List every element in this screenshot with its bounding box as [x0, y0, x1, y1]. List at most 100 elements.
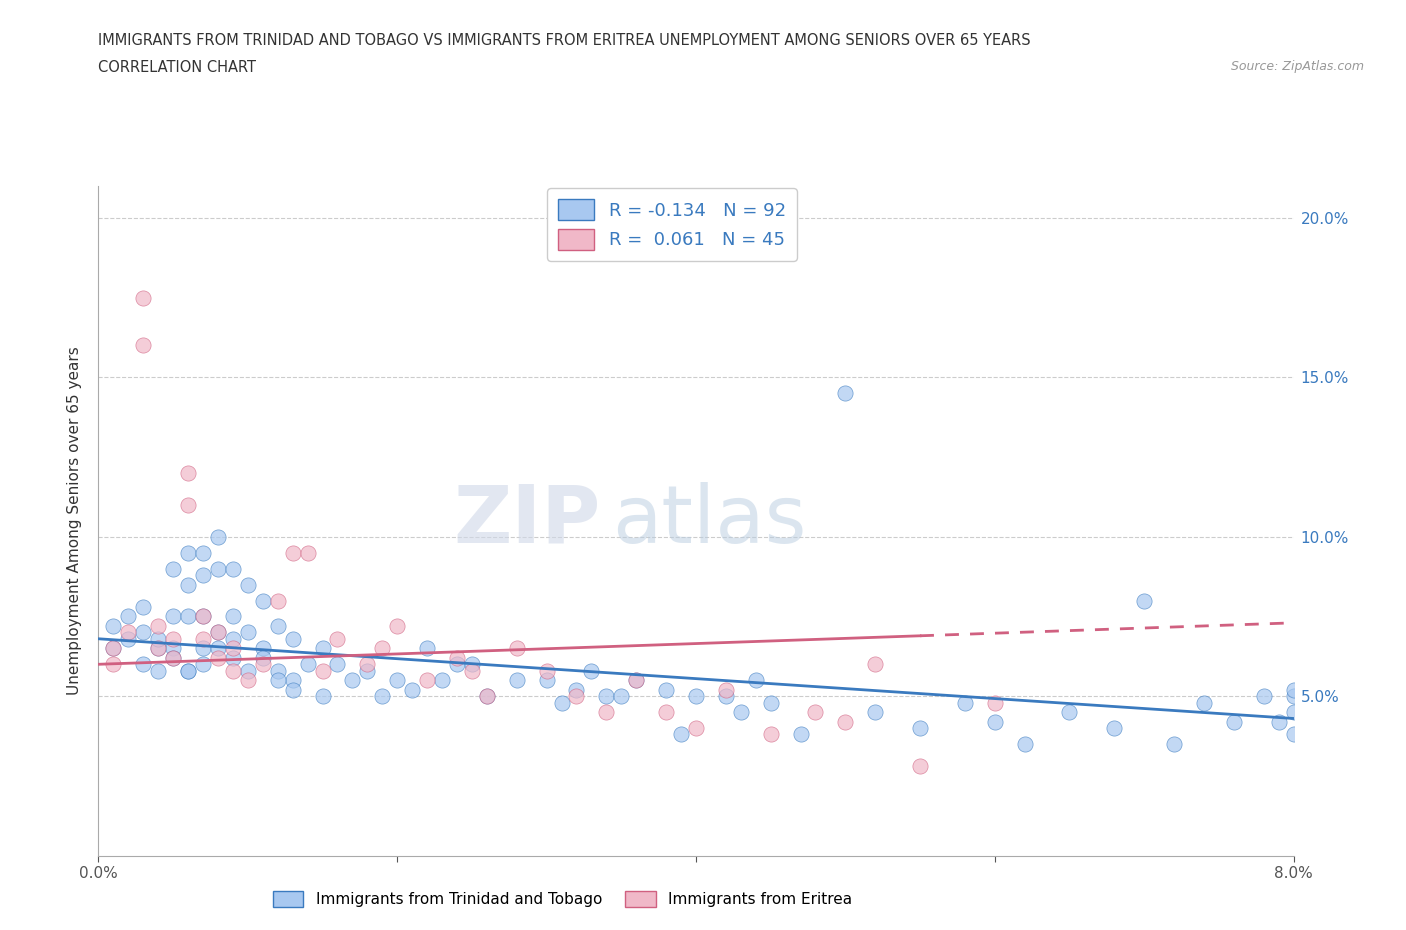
Text: IMMIGRANTS FROM TRINIDAD AND TOBAGO VS IMMIGRANTS FROM ERITREA UNEMPLOYMENT AMON: IMMIGRANTS FROM TRINIDAD AND TOBAGO VS I…: [98, 33, 1031, 47]
Point: [148, 618, 170, 633]
Point: [148, 663, 170, 678]
Point: [1282, 689, 1305, 704]
Point: [416, 641, 439, 656]
Point: [103, 641, 125, 656]
Text: ZIP: ZIP: [453, 482, 600, 560]
Point: [191, 631, 214, 646]
Point: [222, 631, 245, 646]
Point: [536, 663, 558, 678]
Point: [1222, 714, 1246, 729]
Point: [132, 338, 155, 352]
Point: [117, 625, 139, 640]
Point: [281, 672, 304, 687]
Point: [550, 695, 572, 710]
Point: [103, 657, 125, 671]
Point: [162, 631, 184, 646]
Point: [191, 545, 214, 560]
Point: [1133, 593, 1156, 608]
Point: [685, 689, 707, 704]
Text: CORRELATION CHART: CORRELATION CHART: [98, 60, 256, 75]
Point: [730, 705, 752, 720]
Point: [207, 650, 229, 665]
Point: [1282, 683, 1305, 698]
Point: [326, 657, 349, 671]
Point: [461, 663, 484, 678]
Point: [669, 727, 692, 742]
Point: [103, 641, 125, 656]
Point: [281, 631, 304, 646]
Point: [222, 650, 245, 665]
Point: [267, 663, 290, 678]
Point: [177, 609, 200, 624]
Point: [401, 683, 423, 698]
Point: [191, 657, 214, 671]
Point: [536, 672, 558, 687]
Point: [356, 663, 378, 678]
Point: [117, 609, 139, 624]
Point: [759, 695, 782, 710]
Point: [311, 663, 333, 678]
Point: [236, 625, 259, 640]
Text: atlas: atlas: [613, 482, 807, 560]
Point: [1014, 737, 1036, 751]
Point: [475, 689, 498, 704]
Point: [236, 672, 259, 687]
Point: [207, 641, 229, 656]
Point: [446, 657, 468, 671]
Point: [685, 721, 707, 736]
Point: [236, 578, 259, 592]
Point: [446, 650, 468, 665]
Point: [207, 625, 229, 640]
Point: [371, 689, 394, 704]
Point: [222, 609, 245, 624]
Point: [148, 641, 170, 656]
Point: [132, 600, 155, 615]
Point: [162, 641, 184, 656]
Point: [148, 641, 170, 656]
Point: [252, 650, 274, 665]
Point: [326, 631, 349, 646]
Point: [1192, 695, 1215, 710]
Point: [475, 689, 498, 704]
Text: Source: ZipAtlas.com: Source: ZipAtlas.com: [1230, 60, 1364, 73]
Point: [624, 672, 647, 687]
Point: [834, 386, 856, 401]
Point: [177, 663, 200, 678]
Point: [222, 641, 245, 656]
Point: [714, 689, 737, 704]
Legend: Immigrants from Trinidad and Tobago, Immigrants from Eritrea: Immigrants from Trinidad and Tobago, Imm…: [267, 884, 858, 913]
Point: [1163, 737, 1185, 751]
Point: [267, 672, 290, 687]
Point: [177, 578, 200, 592]
Legend: R = -0.134   N = 92, R =  0.061   N = 45: R = -0.134 N = 92, R = 0.061 N = 45: [547, 189, 797, 260]
Point: [1102, 721, 1125, 736]
Point: [311, 641, 333, 656]
Point: [177, 498, 200, 512]
Point: [132, 290, 155, 305]
Point: [908, 721, 931, 736]
Point: [132, 625, 155, 640]
Point: [236, 663, 259, 678]
Point: [789, 727, 811, 742]
Point: [297, 545, 319, 560]
Point: [430, 672, 453, 687]
Point: [148, 631, 170, 646]
Point: [595, 705, 617, 720]
Point: [267, 618, 290, 633]
Point: [207, 625, 229, 640]
Point: [207, 529, 229, 544]
Point: [624, 672, 647, 687]
Point: [983, 695, 1005, 710]
Point: [416, 672, 439, 687]
Point: [162, 561, 184, 576]
Point: [385, 618, 409, 633]
Point: [461, 657, 484, 671]
Point: [759, 727, 782, 742]
Point: [908, 759, 931, 774]
Point: [371, 641, 394, 656]
Point: [252, 657, 274, 671]
Point: [132, 657, 155, 671]
Point: [191, 641, 214, 656]
Point: [714, 683, 737, 698]
Point: [162, 609, 184, 624]
